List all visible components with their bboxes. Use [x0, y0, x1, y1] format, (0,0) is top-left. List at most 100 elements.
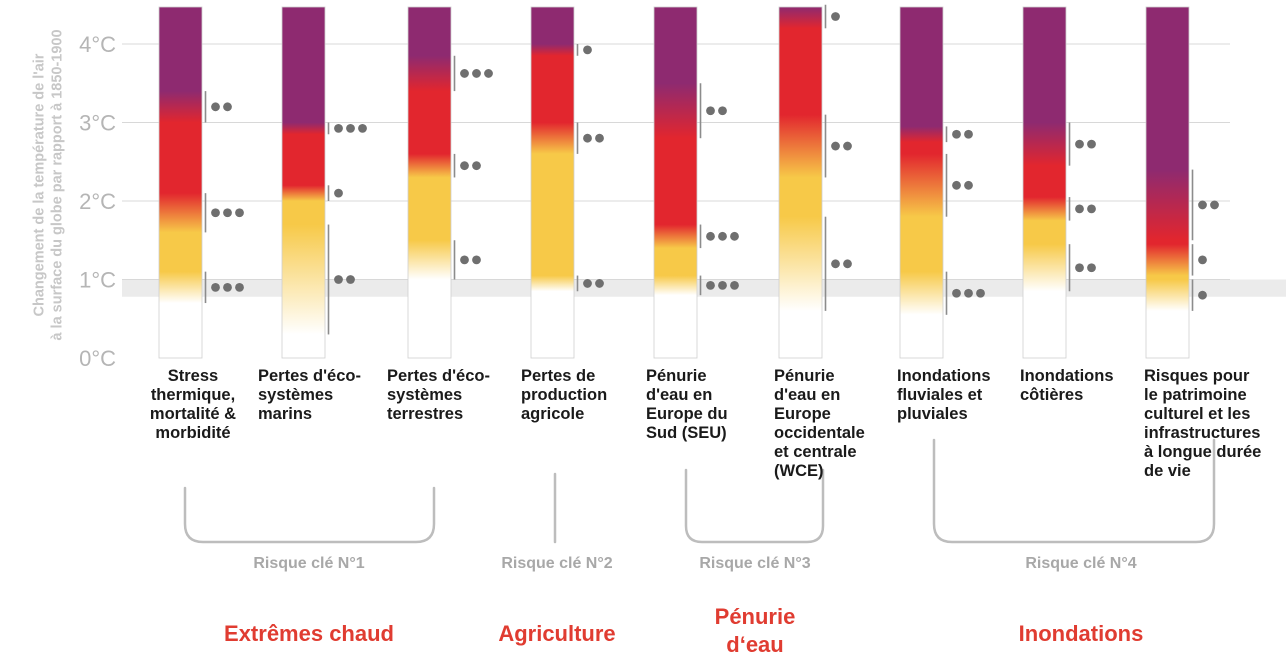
label-line: et centrale [774, 443, 857, 461]
key-risk-label: Risque clé N°4 [991, 555, 1171, 573]
category-label: Agriculture [447, 620, 667, 648]
risk-bar [1022, 6, 1067, 359]
confidence-dot [1087, 204, 1096, 214]
confidence-dot [1210, 200, 1219, 210]
label-line: le patrimoine [1144, 386, 1247, 404]
label-line: Risque clé N°2 [501, 555, 613, 572]
confidence-dot [223, 208, 232, 218]
confidence-dot [223, 102, 232, 112]
label-line: Pénurie [646, 367, 707, 385]
confidence-dot [334, 123, 343, 133]
key-risk-label: Risque clé N°3 [665, 555, 845, 573]
confidence-dot [346, 275, 355, 284]
label-line: Stress [167, 367, 219, 385]
confidence-dot [706, 106, 715, 116]
label-line: pluviales [897, 405, 968, 423]
risk-bar [653, 6, 698, 359]
confidence-dot [831, 12, 840, 21]
label-line: Pénurie [774, 367, 835, 385]
confidence-dot [1075, 204, 1084, 214]
group-brackets [183, 438, 1216, 544]
label-line: fluviales et [897, 386, 983, 404]
confidence-dot [211, 208, 220, 218]
risk-bar [778, 6, 823, 359]
confidence-dot [952, 129, 961, 139]
bar-label: Pénurie d'eau en Europe du Sud (SEU) [646, 367, 756, 443]
bar-label: Pénurie d'eau en Europe occidentale et centr… [774, 367, 894, 481]
confidence-dot [831, 141, 840, 151]
bar-label: Pertes d'éco-systèmes marins [258, 367, 378, 424]
label-line: thermique, [150, 386, 236, 404]
confidence-dot [472, 161, 481, 171]
confidence-dot [964, 288, 973, 298]
risk-bar [530, 6, 575, 359]
label-line: Extrêmes chaud [224, 621, 394, 646]
confidence-dot [484, 69, 493, 78]
confidence-dot [843, 141, 852, 151]
confidence-dot [976, 288, 985, 298]
y-tick-label: 2°C [79, 189, 116, 214]
y-tick-label: 4°C [79, 32, 116, 57]
confidence-dot [595, 279, 604, 288]
label-line: systèmes [387, 386, 463, 404]
label-line: occidentale [774, 424, 865, 442]
label-line: terrestres [387, 405, 464, 423]
confidence-dot [1198, 200, 1207, 210]
label-line: Europe du [646, 405, 728, 423]
confidence-dot [831, 259, 840, 269]
label-line: infrastructures [1144, 424, 1261, 442]
y-axis-label-line-2: à la surface du globe par rapport à 1850… [49, 29, 66, 341]
confidence-dot [1075, 263, 1084, 273]
label-line: Inondations [897, 367, 991, 385]
confidence-dot [706, 231, 715, 241]
label-line: d'eau en [774, 386, 841, 404]
confidence-dot [583, 279, 592, 288]
confidence-dot [718, 231, 727, 241]
risk-bar [1145, 6, 1190, 359]
label-line: Sud (SEU) [646, 424, 727, 442]
confidence-dot [1198, 255, 1207, 265]
confidence-dot [718, 280, 727, 290]
y-tick-label: 3°C [79, 111, 116, 136]
label-line: Agriculture [498, 621, 616, 646]
label-line: (WCE) [774, 462, 824, 480]
confidence-dot [346, 123, 355, 133]
confidence-dot [223, 282, 232, 292]
y-tick-label: 1°C [79, 268, 116, 293]
confidence-dot [235, 208, 244, 218]
confidence-dot [706, 280, 715, 290]
label-line: Risque clé N°1 [253, 555, 365, 572]
confidence-dot [460, 69, 469, 78]
risk-bar [899, 6, 944, 359]
risk-bar [281, 6, 326, 359]
label-line: côtières [1020, 386, 1084, 404]
confidence-dot [1087, 263, 1096, 273]
confidence-dot [235, 282, 244, 292]
label-line: de vie [1144, 462, 1191, 480]
bar-label: Stress thermique, mortalité & morbidité [143, 367, 243, 443]
y-tick-label: 0°C [79, 346, 116, 371]
label-line: Pertes de [521, 367, 596, 385]
confidence-dot [730, 231, 739, 241]
label-line: systèmes [258, 386, 334, 404]
label-line: Pertes d'éco- [387, 367, 490, 385]
confidence-brackets [204, 4, 1219, 335]
confidence-dot [334, 275, 343, 284]
confidence-dot [583, 133, 592, 143]
confidence-dot [718, 106, 727, 116]
confidence-dot [595, 133, 604, 143]
label-line: Inondations [1020, 367, 1114, 385]
category-label: Pénurie d‘eau [645, 603, 865, 659]
confidence-dot [964, 180, 973, 190]
bar-label: Pertes de production agricole [521, 367, 631, 424]
confidence-dot [460, 255, 469, 265]
y-axis-label-line-1: Changement de la température de l'air [31, 53, 48, 317]
label-line: Pénurie [714, 604, 796, 629]
bar-label: Inondations côtières [1020, 367, 1140, 405]
confidence-dot [1087, 139, 1096, 149]
label-line: culturel et les [1144, 405, 1251, 423]
label-line: Inondations [1018, 621, 1144, 646]
risk-bar [158, 6, 203, 359]
confidence-dot [472, 255, 481, 265]
